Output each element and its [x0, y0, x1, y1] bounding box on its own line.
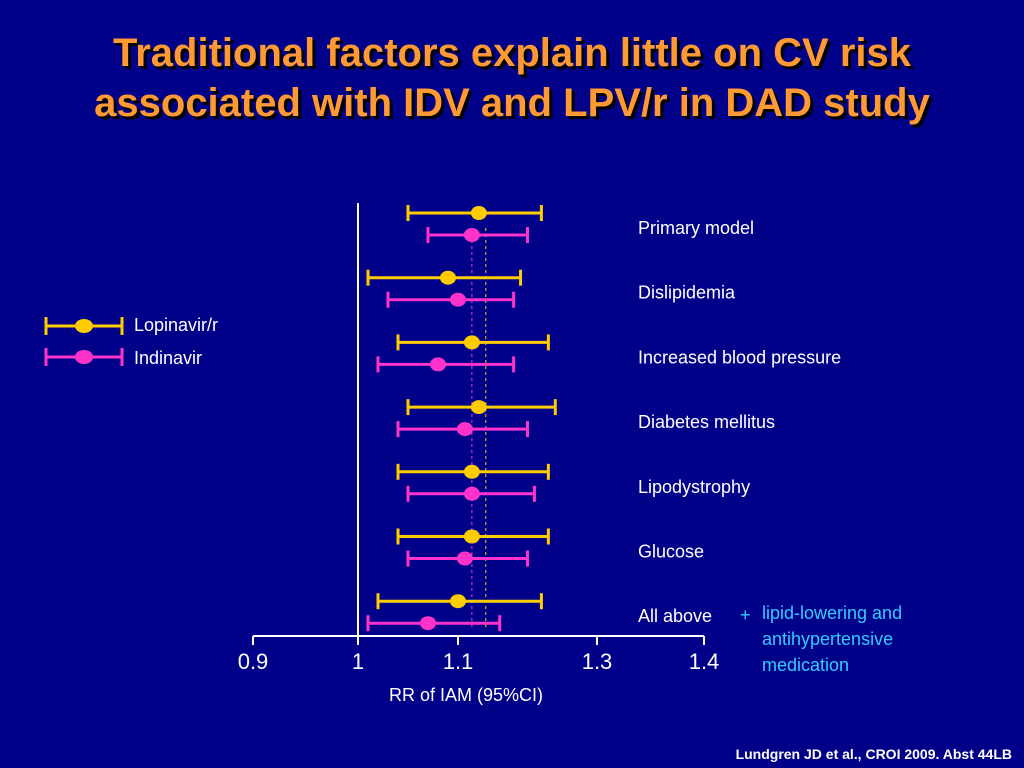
category-label: Increased blood pressure — [638, 347, 841, 367]
slide-title-line-2: associated with IDV and LPV/r in DAD stu… — [94, 81, 930, 125]
note-plus-sign: + — [740, 605, 751, 625]
citation: Lundgren JD et al., CROI 2009. Abst 44LB — [735, 746, 1012, 762]
note-line-3: medication — [762, 655, 850, 675]
estimate-point — [463, 335, 480, 350]
estimate-point — [470, 206, 487, 220]
estimate-point — [430, 357, 446, 372]
estimate-point — [463, 228, 480, 242]
legend-marker — [75, 319, 93, 333]
note-line-2: antihypertensive — [762, 629, 894, 649]
x-axis-tick-label: 1 — [352, 649, 364, 674]
x-axis-tick-label: 1.4 — [689, 649, 720, 674]
legend-label-indinavir: Indinavir — [134, 348, 203, 368]
estimate-point — [450, 594, 466, 609]
estimate-point — [470, 400, 487, 415]
category-label: Diabetes mellitus — [638, 412, 775, 432]
category-label: Glucose — [638, 542, 704, 562]
category-label: All above — [638, 606, 712, 626]
legend-marker — [75, 350, 93, 364]
category-label: Primary model — [638, 218, 754, 238]
legend-label-lopinavir: Lopinavir/r — [134, 315, 219, 335]
estimate-point — [463, 464, 480, 479]
x-axis-tick-label: 1.3 — [582, 649, 613, 674]
estimate-point — [440, 270, 456, 285]
note-line-1: lipid-lowering and — [762, 603, 903, 623]
slide-title-line-1: Traditional factors explain little on CV… — [113, 31, 911, 75]
estimate-point — [456, 422, 473, 437]
x-axis-tick-label: 1.1 — [443, 649, 474, 674]
x-axis-tick-label: 0.9 — [238, 649, 269, 674]
estimate-point — [450, 292, 466, 307]
estimate-point — [463, 529, 480, 544]
x-axis-label: RR of IAM (95%CI) — [389, 685, 543, 705]
estimate-point — [456, 551, 473, 566]
estimate-point — [463, 486, 480, 501]
slide-title: Traditional factors explain little on CV… — [0, 28, 1024, 128]
category-label: Dislipidemia — [638, 283, 736, 303]
category-label: Lipodystrophy — [638, 477, 750, 497]
estimate-point — [420, 616, 436, 631]
